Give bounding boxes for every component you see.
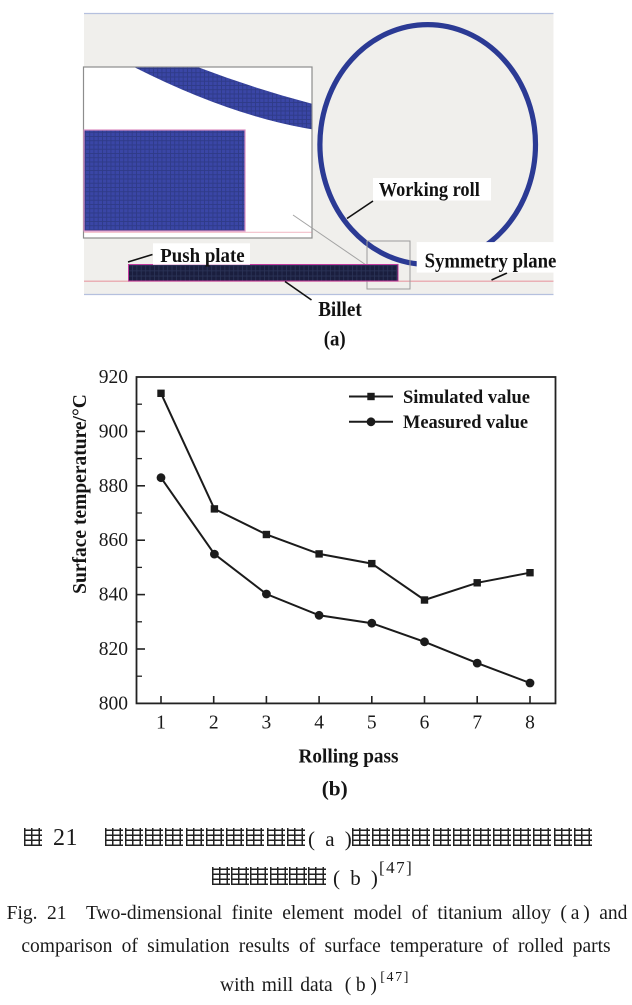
- svg-text:Billet: Billet: [318, 297, 362, 321]
- svg-text:Surface temperature/°C: Surface temperature/°C: [70, 394, 91, 594]
- svg-text:800: 800: [99, 693, 128, 714]
- svg-text:920: 920: [99, 367, 128, 388]
- svg-text:1: 1: [156, 713, 166, 734]
- svg-text:900: 900: [99, 421, 128, 442]
- svg-text:Rolling pass: Rolling pass: [299, 747, 399, 768]
- svg-text:6: 6: [420, 713, 430, 734]
- svg-text:Working roll: Working roll: [379, 179, 480, 201]
- svg-text:7: 7: [472, 713, 482, 734]
- svg-text:860: 860: [99, 530, 128, 551]
- svg-text:3: 3: [262, 713, 272, 734]
- svg-text:Measured value: Measured value: [403, 412, 528, 433]
- svg-text:2: 2: [209, 713, 219, 734]
- svg-text:840: 840: [99, 585, 128, 606]
- svg-text:(b): (b): [322, 777, 348, 801]
- svg-text:880: 880: [99, 476, 128, 497]
- svg-text:5: 5: [367, 713, 377, 734]
- svg-text:Simulated value: Simulated value: [403, 387, 530, 408]
- svg-text:Push plate: Push plate: [160, 245, 244, 267]
- svg-text:(a): (a): [324, 327, 346, 351]
- svg-text:820: 820: [99, 639, 128, 660]
- svg-text:8: 8: [525, 713, 535, 734]
- svg-text:Symmetry plane: Symmetry plane: [425, 248, 557, 272]
- svg-text:4: 4: [314, 713, 324, 734]
